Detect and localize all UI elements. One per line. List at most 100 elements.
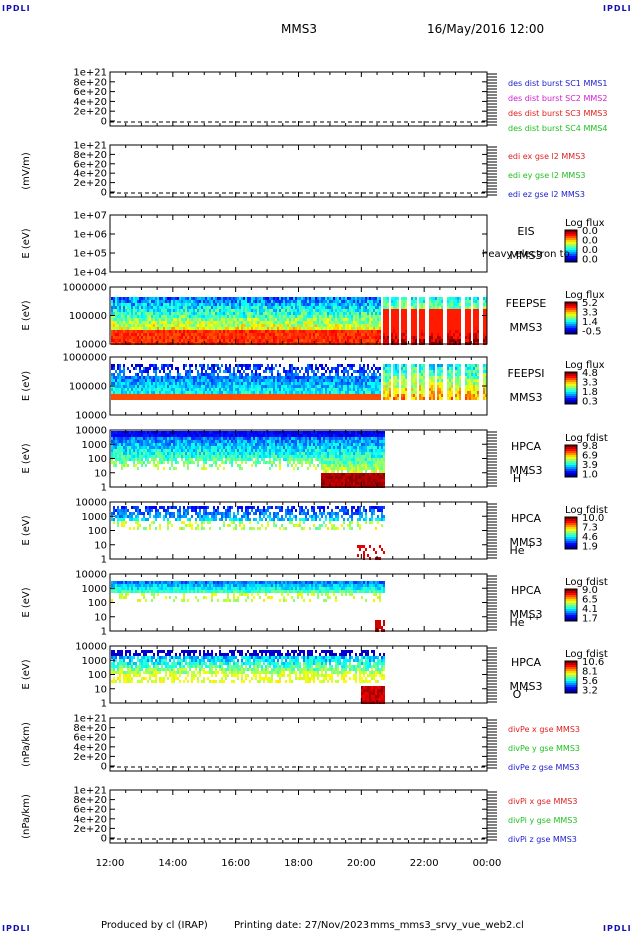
spectrogram-pixel — [465, 303, 467, 306]
spectrogram-pixel — [263, 391, 265, 394]
spectrogram-pixel — [141, 324, 143, 327]
spectrogram-pixel — [469, 391, 471, 394]
spectrogram-pixel — [343, 394, 345, 397]
colorbar-segment — [565, 330, 577, 333]
spectrogram-pixel — [185, 364, 187, 367]
spectrogram-pixel — [391, 315, 393, 318]
spectrogram-pixel — [383, 300, 385, 303]
spectrogram-pixel — [187, 321, 189, 324]
spectrogram-pixel — [163, 327, 165, 330]
spectrogram-pixel — [393, 336, 395, 339]
spectrogram-pixel — [459, 367, 461, 370]
spectrogram-pixel — [191, 330, 193, 333]
spectrogram-pixel — [351, 306, 353, 309]
spectrogram-pixel — [379, 376, 381, 379]
spectrogram-pixel — [327, 312, 329, 315]
spectrogram-pixel — [307, 376, 309, 379]
spectrogram-pixel — [265, 327, 267, 330]
spectrogram-pixel — [283, 306, 285, 309]
spectrogram-pixel — [169, 306, 171, 309]
spectrogram-pixel — [329, 373, 331, 376]
spectrogram-pixel — [111, 333, 113, 336]
spectrogram-pixel — [373, 388, 375, 391]
spectrogram-pixel — [433, 339, 435, 342]
spectrogram-pixel — [231, 394, 233, 397]
spectrogram-pixel — [419, 306, 421, 309]
spectrogram-pixel — [273, 318, 275, 321]
spectrogram-pixel — [315, 379, 317, 382]
spectrogram-pixel — [469, 339, 471, 342]
spectrogram-pixel — [455, 376, 457, 379]
spectrogram-pixel — [339, 300, 341, 303]
spectrogram-pixel — [289, 391, 291, 394]
spectrogram-pixel — [211, 321, 213, 324]
spectrogram-pixel — [325, 370, 327, 373]
spectrogram-pixel — [335, 379, 337, 382]
spectrogram-pixel — [165, 315, 167, 318]
spectrogram-pixel — [335, 321, 337, 324]
spectrogram-pixel — [357, 327, 359, 330]
spectrogram-pixel — [227, 303, 229, 306]
spectrogram-pixel — [207, 385, 209, 388]
spectrogram-pixel — [395, 394, 397, 397]
spectrogram-pixel — [421, 364, 423, 367]
spectrogram-pixel — [279, 303, 281, 306]
spectrogram-pixel — [391, 318, 393, 321]
spectrogram-pixel — [123, 297, 125, 300]
spectrogram-pixel — [367, 367, 369, 370]
time-tick-label: 22:00 — [410, 858, 439, 869]
spectrogram-pixel — [369, 333, 371, 336]
spectrogram-pixel — [153, 397, 155, 400]
spectrogram-pixel — [159, 297, 161, 300]
spectrogram-pixel — [345, 309, 347, 312]
spectrogram-pixel — [203, 367, 205, 370]
spectrogram-pixel — [451, 333, 453, 336]
spectrogram-pixel — [287, 385, 289, 388]
spectrogram-pixel — [451, 327, 453, 330]
spectrogram-pixel — [345, 300, 347, 303]
spectrogram-pixel — [423, 336, 425, 339]
spectrogram-pixel — [209, 391, 211, 394]
spectrogram-pixel — [279, 306, 281, 309]
spectrogram-pixel — [271, 364, 273, 367]
spectrogram-pixel — [457, 321, 459, 324]
spectrogram-pixel — [195, 327, 197, 330]
spectrogram-pixel — [211, 297, 213, 300]
spectrogram-pixel — [385, 333, 387, 336]
spectrogram-pixel — [211, 312, 213, 315]
spectrogram-pixel — [483, 364, 485, 367]
spectrogram-pixel — [283, 367, 285, 370]
spectrogram-pixel — [401, 376, 403, 379]
spectrogram-pixel — [203, 327, 205, 330]
spectrogram-pixel — [295, 309, 297, 312]
spectrogram-pixel — [283, 382, 285, 385]
spectrogram-pixel — [275, 339, 277, 342]
spectrogram-pixel — [421, 297, 423, 300]
spectrogram-pixel — [217, 309, 219, 312]
spectrogram-pixel — [197, 382, 199, 385]
spectrogram-pixel — [477, 336, 479, 339]
spectrogram-pixel — [361, 373, 363, 376]
spectrogram-pixel — [403, 315, 405, 318]
spectrogram-pixel — [167, 330, 169, 333]
spectrogram-pixel — [187, 300, 189, 303]
spectrogram-pixel — [365, 382, 367, 385]
spectrogram-pixel — [191, 315, 193, 318]
spectrogram-pixel — [453, 336, 455, 339]
spectrogram-pixel — [383, 394, 385, 397]
spectrogram-pixel — [313, 333, 315, 336]
spectrogram-pixel — [155, 330, 157, 333]
spectrogram-pixel — [467, 330, 469, 333]
spectrogram-pixel — [451, 321, 453, 324]
spectrogram-pixel — [279, 382, 281, 385]
spectrogram-pixel — [277, 312, 279, 315]
spectrogram-pixel — [421, 303, 423, 306]
spectrogram-pixel — [153, 385, 155, 388]
spectrogram-pixel — [225, 306, 227, 309]
spectrogram-pixel — [353, 303, 355, 306]
spectrogram-pixel — [431, 394, 433, 397]
spectrogram-pixel — [485, 336, 487, 339]
spectrogram-pixel — [433, 388, 435, 391]
spectrogram-pixel — [133, 315, 135, 318]
spectrogram-pixel — [137, 391, 139, 394]
